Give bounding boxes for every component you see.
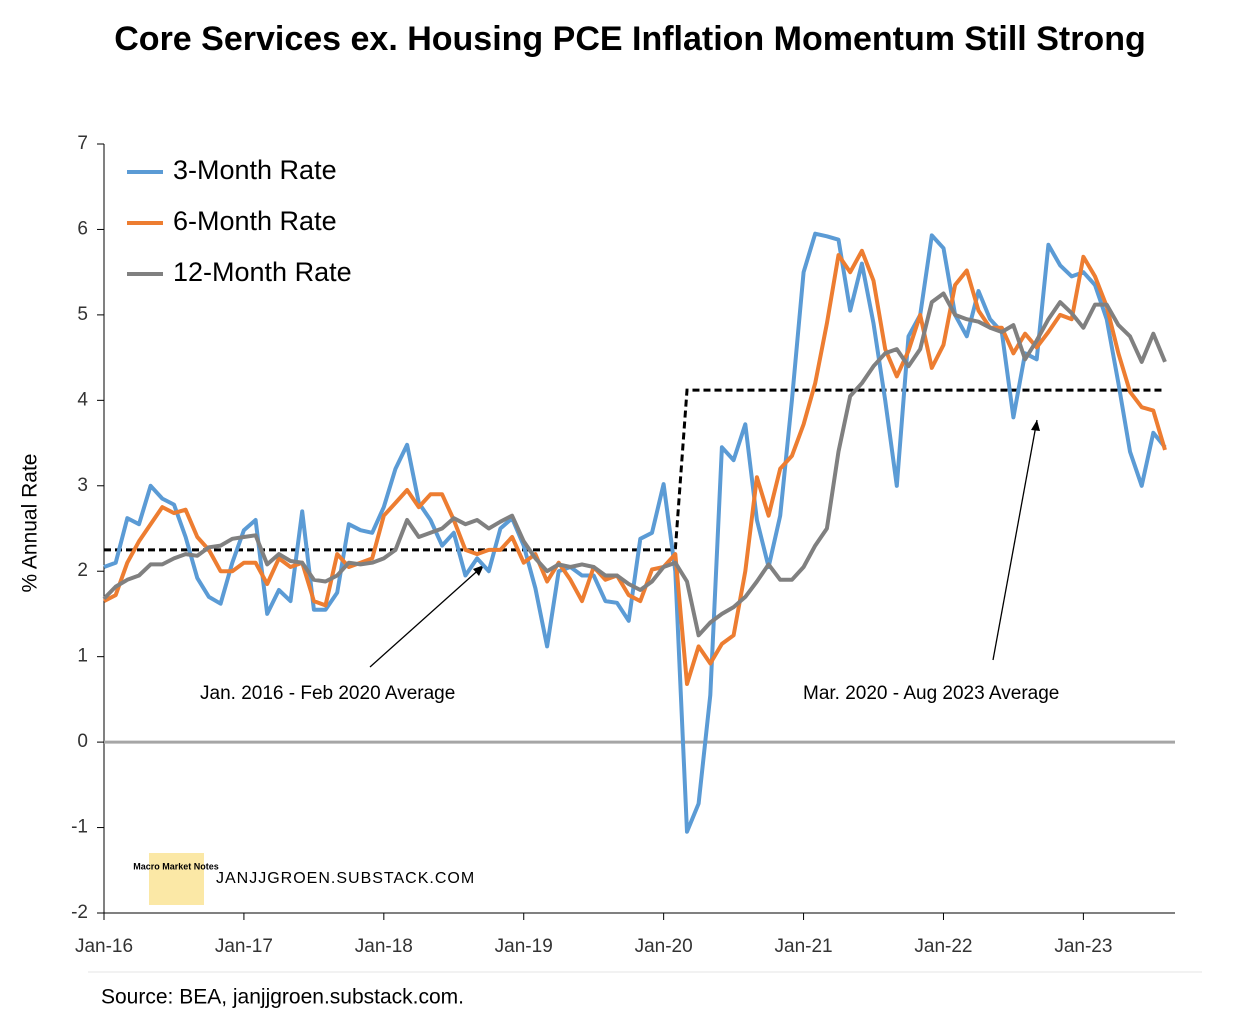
x-tick-label: Jan-21 xyxy=(775,936,833,957)
y-tick-label: 6 xyxy=(77,218,88,239)
arrow-head xyxy=(473,565,484,576)
y-tick-label: 5 xyxy=(77,304,88,325)
legend-label: 3-Month Rate xyxy=(173,155,337,185)
y-tick-label: 2 xyxy=(77,560,88,581)
y-tick-label: 3 xyxy=(77,475,88,496)
average-line xyxy=(104,388,1165,552)
y-tick-label: -1 xyxy=(71,817,88,838)
x-tick-label: Jan-22 xyxy=(914,936,972,957)
y-tick-label: 7 xyxy=(77,133,88,154)
y-tick-label: 0 xyxy=(77,731,88,752)
source: Source: BEA, janjjgroen.substack.com. xyxy=(101,986,464,1009)
annotation: Jan. 2016 - Feb 2020 Average xyxy=(200,683,455,704)
annotation: Mar. 2020 - Aug 2023 Average xyxy=(803,683,1059,704)
chart-title: Core Services ex. Housing PCE Inflation … xyxy=(114,20,1146,58)
logo xyxy=(149,853,204,905)
y-tick-label: -2 xyxy=(71,902,88,923)
x-tick-label: Jan-23 xyxy=(1054,936,1112,957)
x-tick-label: Jan-19 xyxy=(495,936,553,957)
series-line xyxy=(103,231,1167,834)
series-line xyxy=(102,291,1167,638)
x-tick-label: Jan-18 xyxy=(355,936,413,957)
x-tick-label: Jan-17 xyxy=(215,936,273,957)
y-tick-label: 1 xyxy=(77,646,88,667)
x-tick-label: Jan-20 xyxy=(635,936,693,957)
y-tick-label: 4 xyxy=(77,389,88,410)
logo-text: Macro Market Notes xyxy=(133,861,219,871)
legend-label: 6-Month Rate xyxy=(173,206,337,236)
annotation-arrow xyxy=(992,419,1038,661)
arrow-head xyxy=(1031,420,1040,431)
watermark: JANJJGROEN.SUBSTACK.COM xyxy=(216,870,475,887)
series-line xyxy=(103,248,1167,686)
legend-label: 12-Month Rate xyxy=(173,257,352,287)
y-axis-label: % Annual Rate xyxy=(19,454,42,593)
annotation-arrow xyxy=(369,564,485,668)
x-tick-label: Jan-16 xyxy=(75,936,133,957)
